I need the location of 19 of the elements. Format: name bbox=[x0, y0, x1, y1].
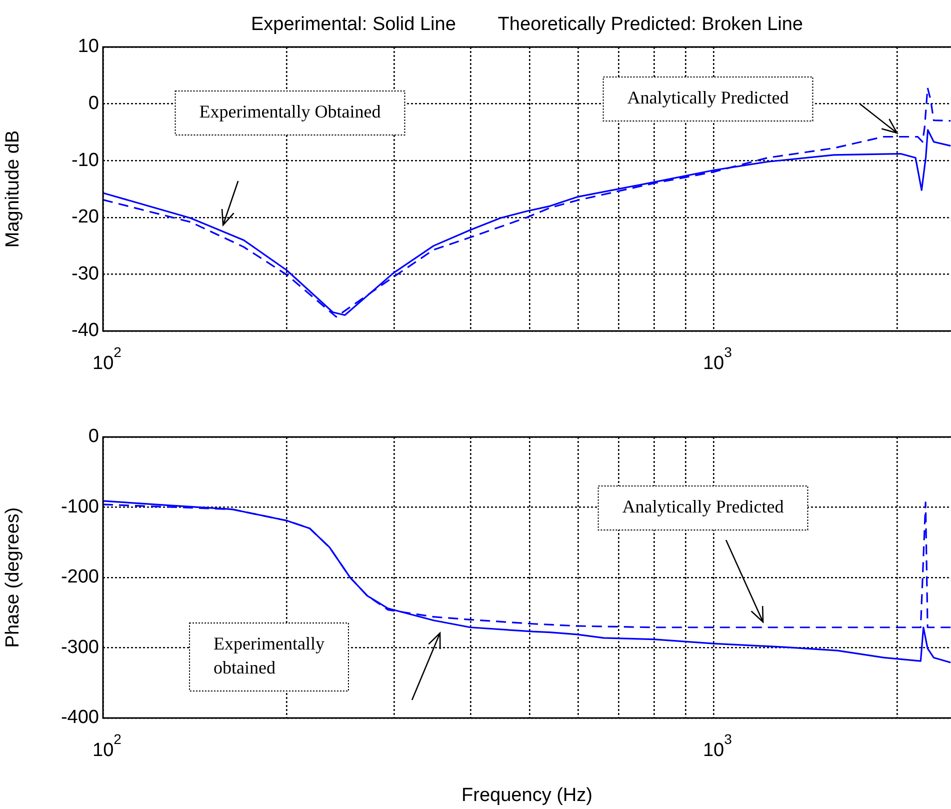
y-tick-label: 0 bbox=[88, 426, 99, 448]
y-axis-title: Phase (degrees) bbox=[2, 507, 24, 648]
annotation: Experimentally Obtained bbox=[199, 102, 381, 122]
y-tick-label: -20 bbox=[72, 206, 99, 228]
y-tick-label: 0 bbox=[88, 93, 99, 114]
chart-title: Experimental: Solid Line Theoretically Predicted: Broken Line bbox=[251, 14, 803, 35]
x-axis-title: Frequency (Hz) bbox=[462, 784, 592, 806]
y-tick-label: 10 bbox=[78, 36, 99, 58]
annotation: Analytically Predicted bbox=[622, 496, 784, 517]
y-tick-label: -40 bbox=[72, 320, 99, 342]
y-tick-label: -400 bbox=[60, 707, 99, 728]
y-tick-label: -300 bbox=[60, 636, 99, 658]
y-axis-title: Magnitude dB bbox=[2, 130, 24, 248]
y-tick-label: -30 bbox=[72, 263, 99, 284]
annotation: Analytically Predicted bbox=[627, 88, 789, 108]
y-tick-label: -100 bbox=[60, 496, 99, 518]
y-tick-label: -200 bbox=[60, 566, 99, 588]
y-tick-label: -10 bbox=[72, 150, 99, 171]
annotation: Experimentally obtained bbox=[214, 634, 324, 678]
